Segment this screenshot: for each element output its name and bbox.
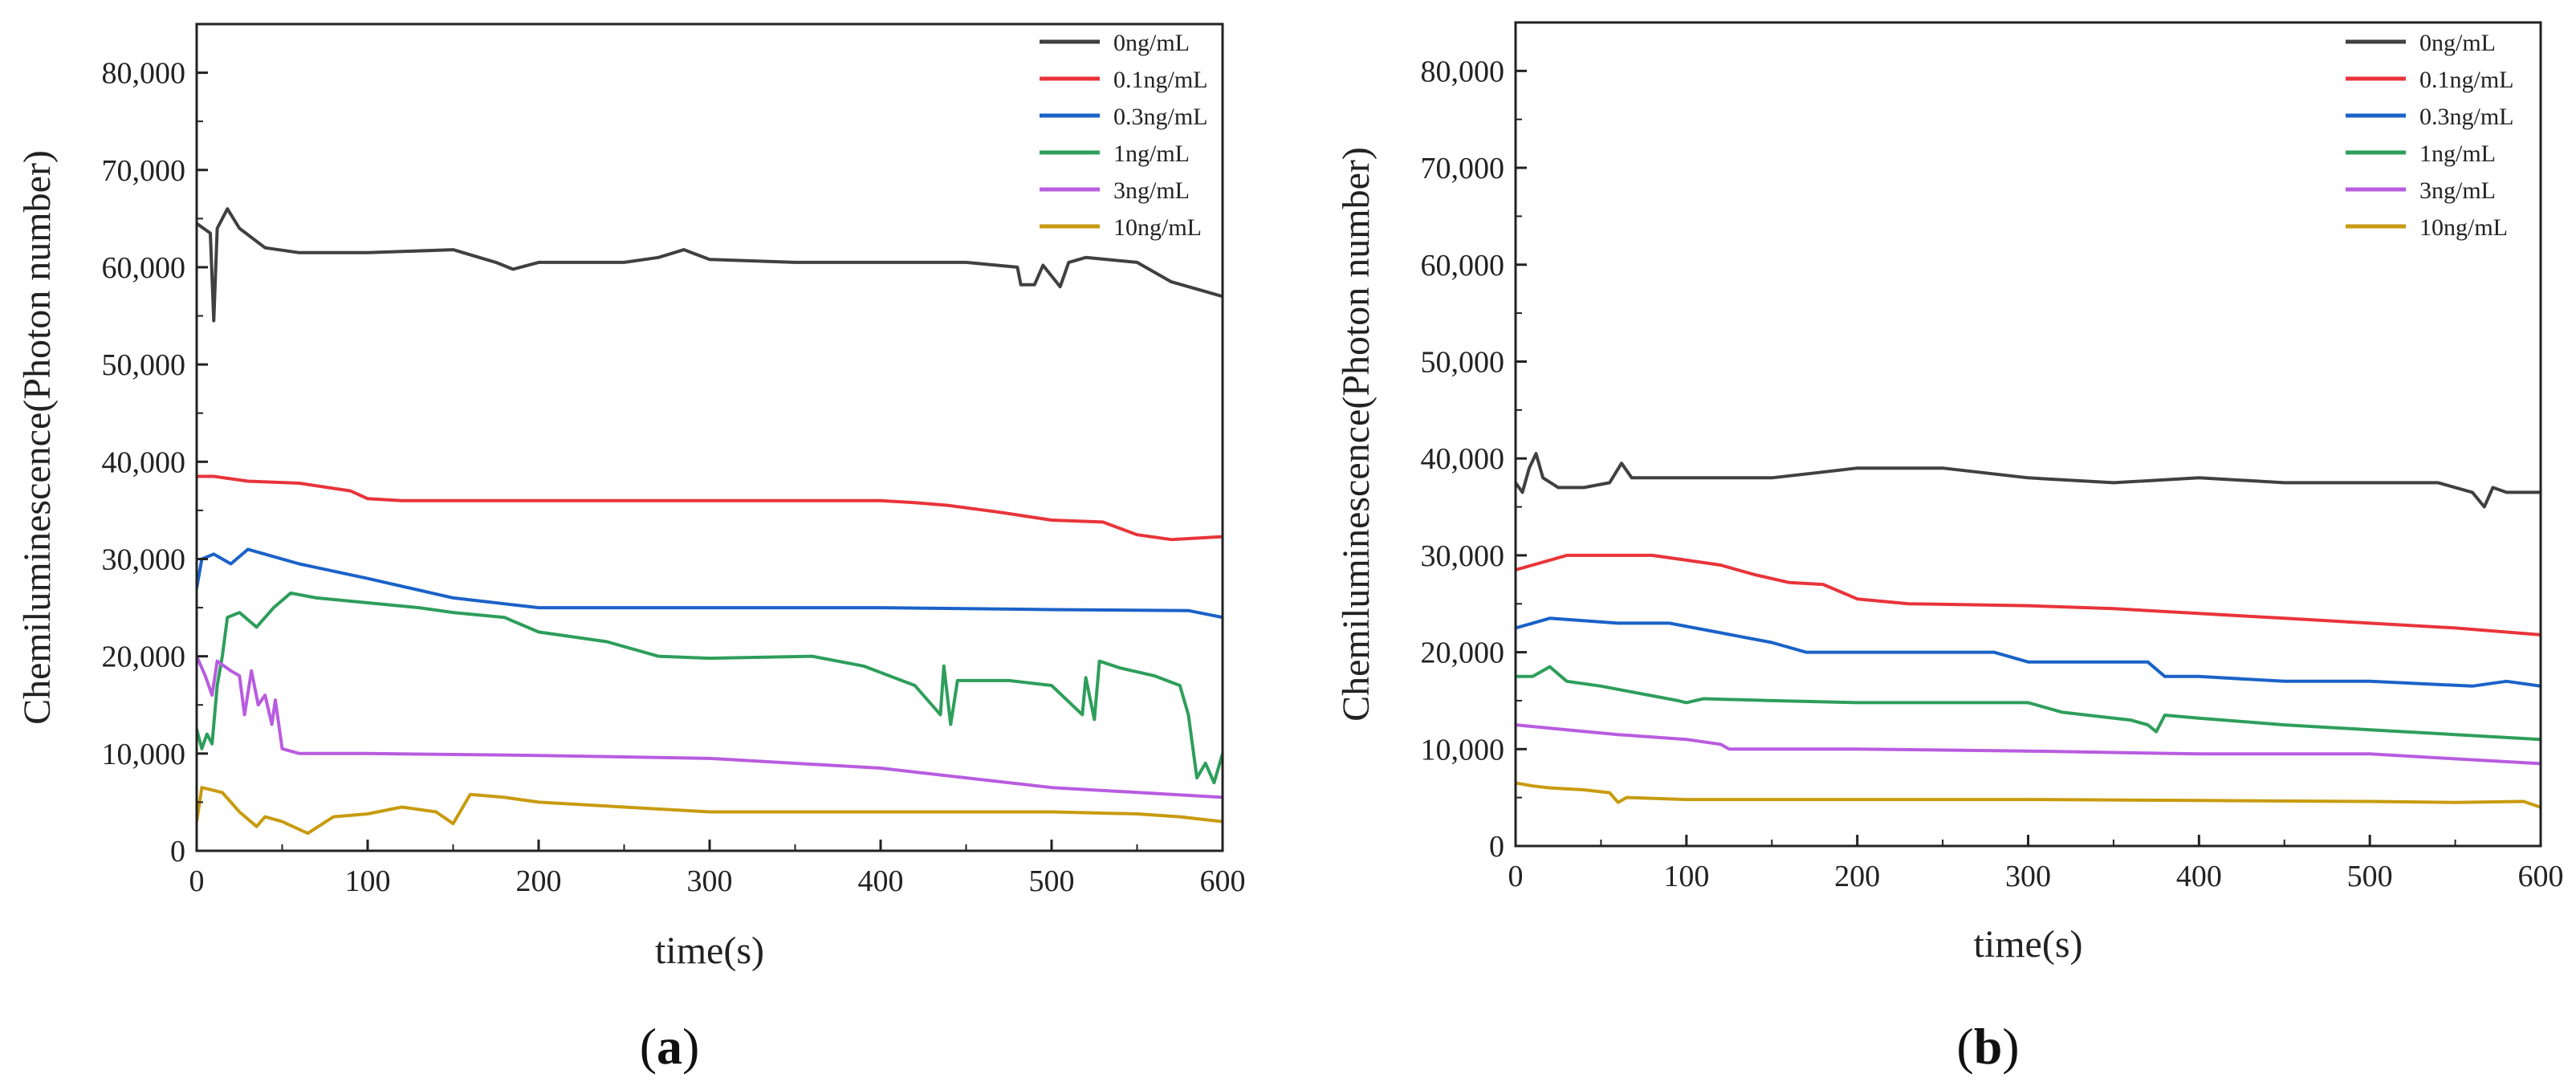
series-line-1ng/mL <box>1516 665 2541 742</box>
y-tick-label: 40,000 <box>1421 442 1505 476</box>
y-tick-label: 20,000 <box>1421 637 1505 670</box>
panel-label-letter: a <box>657 1018 682 1075</box>
panel-label: (a) <box>640 1018 700 1075</box>
series-group <box>1516 452 2541 809</box>
y-tick-label: 60,000 <box>1421 249 1505 283</box>
plot-frame <box>195 22 1224 852</box>
y-axis-title: Chemiluminescence(Photon number) <box>1335 147 1378 722</box>
plot-frame <box>1514 21 2542 848</box>
legend-label-0.3ng/mL: 0.3ng/mL <box>1113 104 1208 130</box>
legend: 0ng/mL 0.1ng/mL 0.3ng/mL 1ng/mL 3ng/mL 10ng/m… <box>1040 30 1208 241</box>
series-line-0.1ng/mL <box>1516 553 2541 637</box>
legend-label-0.3ng/mL: 0.3ng/mL <box>2419 104 2514 130</box>
y-tick-label: 10,000 <box>1421 733 1505 767</box>
legend-label-3ng/mL: 3ng/mL <box>2419 177 2496 204</box>
x-tick-label: 500 <box>2347 860 2393 893</box>
y-tick-label: 80,000 <box>1421 55 1505 88</box>
chart-panel-a: 0 100 200 300 400 500 600 0 10,000 20,000 30,000 40… <box>16 22 1246 1075</box>
y-axis-title: Chemiluminescence(Photon number) <box>16 150 59 725</box>
legend-label-1ng/mL: 1ng/mL <box>2419 140 2496 167</box>
legend-label-0.1ng/mL: 0.1ng/mL <box>2419 67 2514 93</box>
series-line-0.3ng/mL <box>197 547 1223 620</box>
x-tick-label: 0 <box>189 864 205 898</box>
series-line-3ng/mL <box>197 655 1223 799</box>
x-tick-label: 200 <box>1834 860 1880 893</box>
y-tick-label: 0 <box>170 835 185 868</box>
y-tick-label: 40,000 <box>102 445 186 479</box>
legend-label-1ng/mL: 1ng/mL <box>1113 140 1190 167</box>
panel-label-close: ) <box>2002 1018 2019 1075</box>
y-tick-label: 50,000 <box>1421 345 1505 379</box>
x-tick-label: 600 <box>2518 860 2564 893</box>
series-line-0ng/mL <box>1516 452 2541 509</box>
x-tick-label: 500 <box>1029 864 1075 898</box>
legend-label-3ng/mL: 3ng/mL <box>1113 177 1190 204</box>
y-tick-label: 30,000 <box>1421 539 1505 573</box>
legend-label-10ng/mL: 10ng/mL <box>2419 214 2508 241</box>
legend-label-10ng/mL: 10ng/mL <box>1113 214 1202 241</box>
x-tick-label: 300 <box>2005 860 2051 893</box>
chart-panel-b: 0 100 200 300 400 500 600 0 10,000 20,000 30,000 40… <box>1335 21 2564 1075</box>
x-tick-label: 400 <box>858 864 904 898</box>
series-line-0.3ng/mL <box>1516 616 2541 688</box>
y-tick-label: 60,000 <box>102 251 186 285</box>
legend-label-0ng/mL: 0ng/mL <box>1113 30 1190 56</box>
x-tick-label: 100 <box>345 864 391 898</box>
x-tick-label: 100 <box>1663 860 1709 893</box>
y-tick-label: 10,000 <box>102 738 186 771</box>
series-line-1ng/mL <box>197 591 1223 785</box>
series-line-10ng/mL <box>197 786 1223 836</box>
x-tick-label: 300 <box>687 864 733 898</box>
y-tick-label: 70,000 <box>102 154 186 188</box>
y-tick-label: 80,000 <box>102 57 186 91</box>
y-tick-label: 50,000 <box>102 348 186 382</box>
legend-label-0ng/mL: 0ng/mL <box>2419 30 2496 56</box>
x-tick-label: 400 <box>2176 860 2222 893</box>
panel-label-close: ) <box>682 1018 699 1075</box>
series-group <box>197 207 1223 836</box>
legend-label-0.1ng/mL: 0.1ng/mL <box>1113 67 1208 93</box>
y-tick-label: 70,000 <box>1421 152 1505 185</box>
y-tick-label: 0 <box>1489 830 1504 864</box>
panel-label: (b) <box>1956 1018 2019 1075</box>
series-line-0.1ng/mL <box>197 474 1223 542</box>
series-line-10ng/mL <box>1516 781 2541 809</box>
series-line-3ng/mL <box>1516 723 2541 766</box>
panel-label-open: ( <box>640 1018 657 1075</box>
x-axis-title: time(s) <box>1974 923 2083 966</box>
x-tick-label: 0 <box>1508 860 1524 893</box>
panel-label-letter: b <box>1974 1018 2003 1075</box>
panel-label-open: ( <box>1956 1018 1973 1075</box>
x-tick-label: 600 <box>1200 864 1246 898</box>
series-line-0ng/mL <box>197 207 1223 323</box>
x-axis-title: time(s) <box>655 929 764 972</box>
y-tick-label: 20,000 <box>102 641 186 674</box>
legend: 0ng/mL 0.1ng/mL 0.3ng/mL 1ng/mL 3ng/mL 10ng/m… <box>2346 30 2514 241</box>
x-tick-label: 200 <box>516 864 562 898</box>
y-tick-label: 30,000 <box>102 543 186 576</box>
